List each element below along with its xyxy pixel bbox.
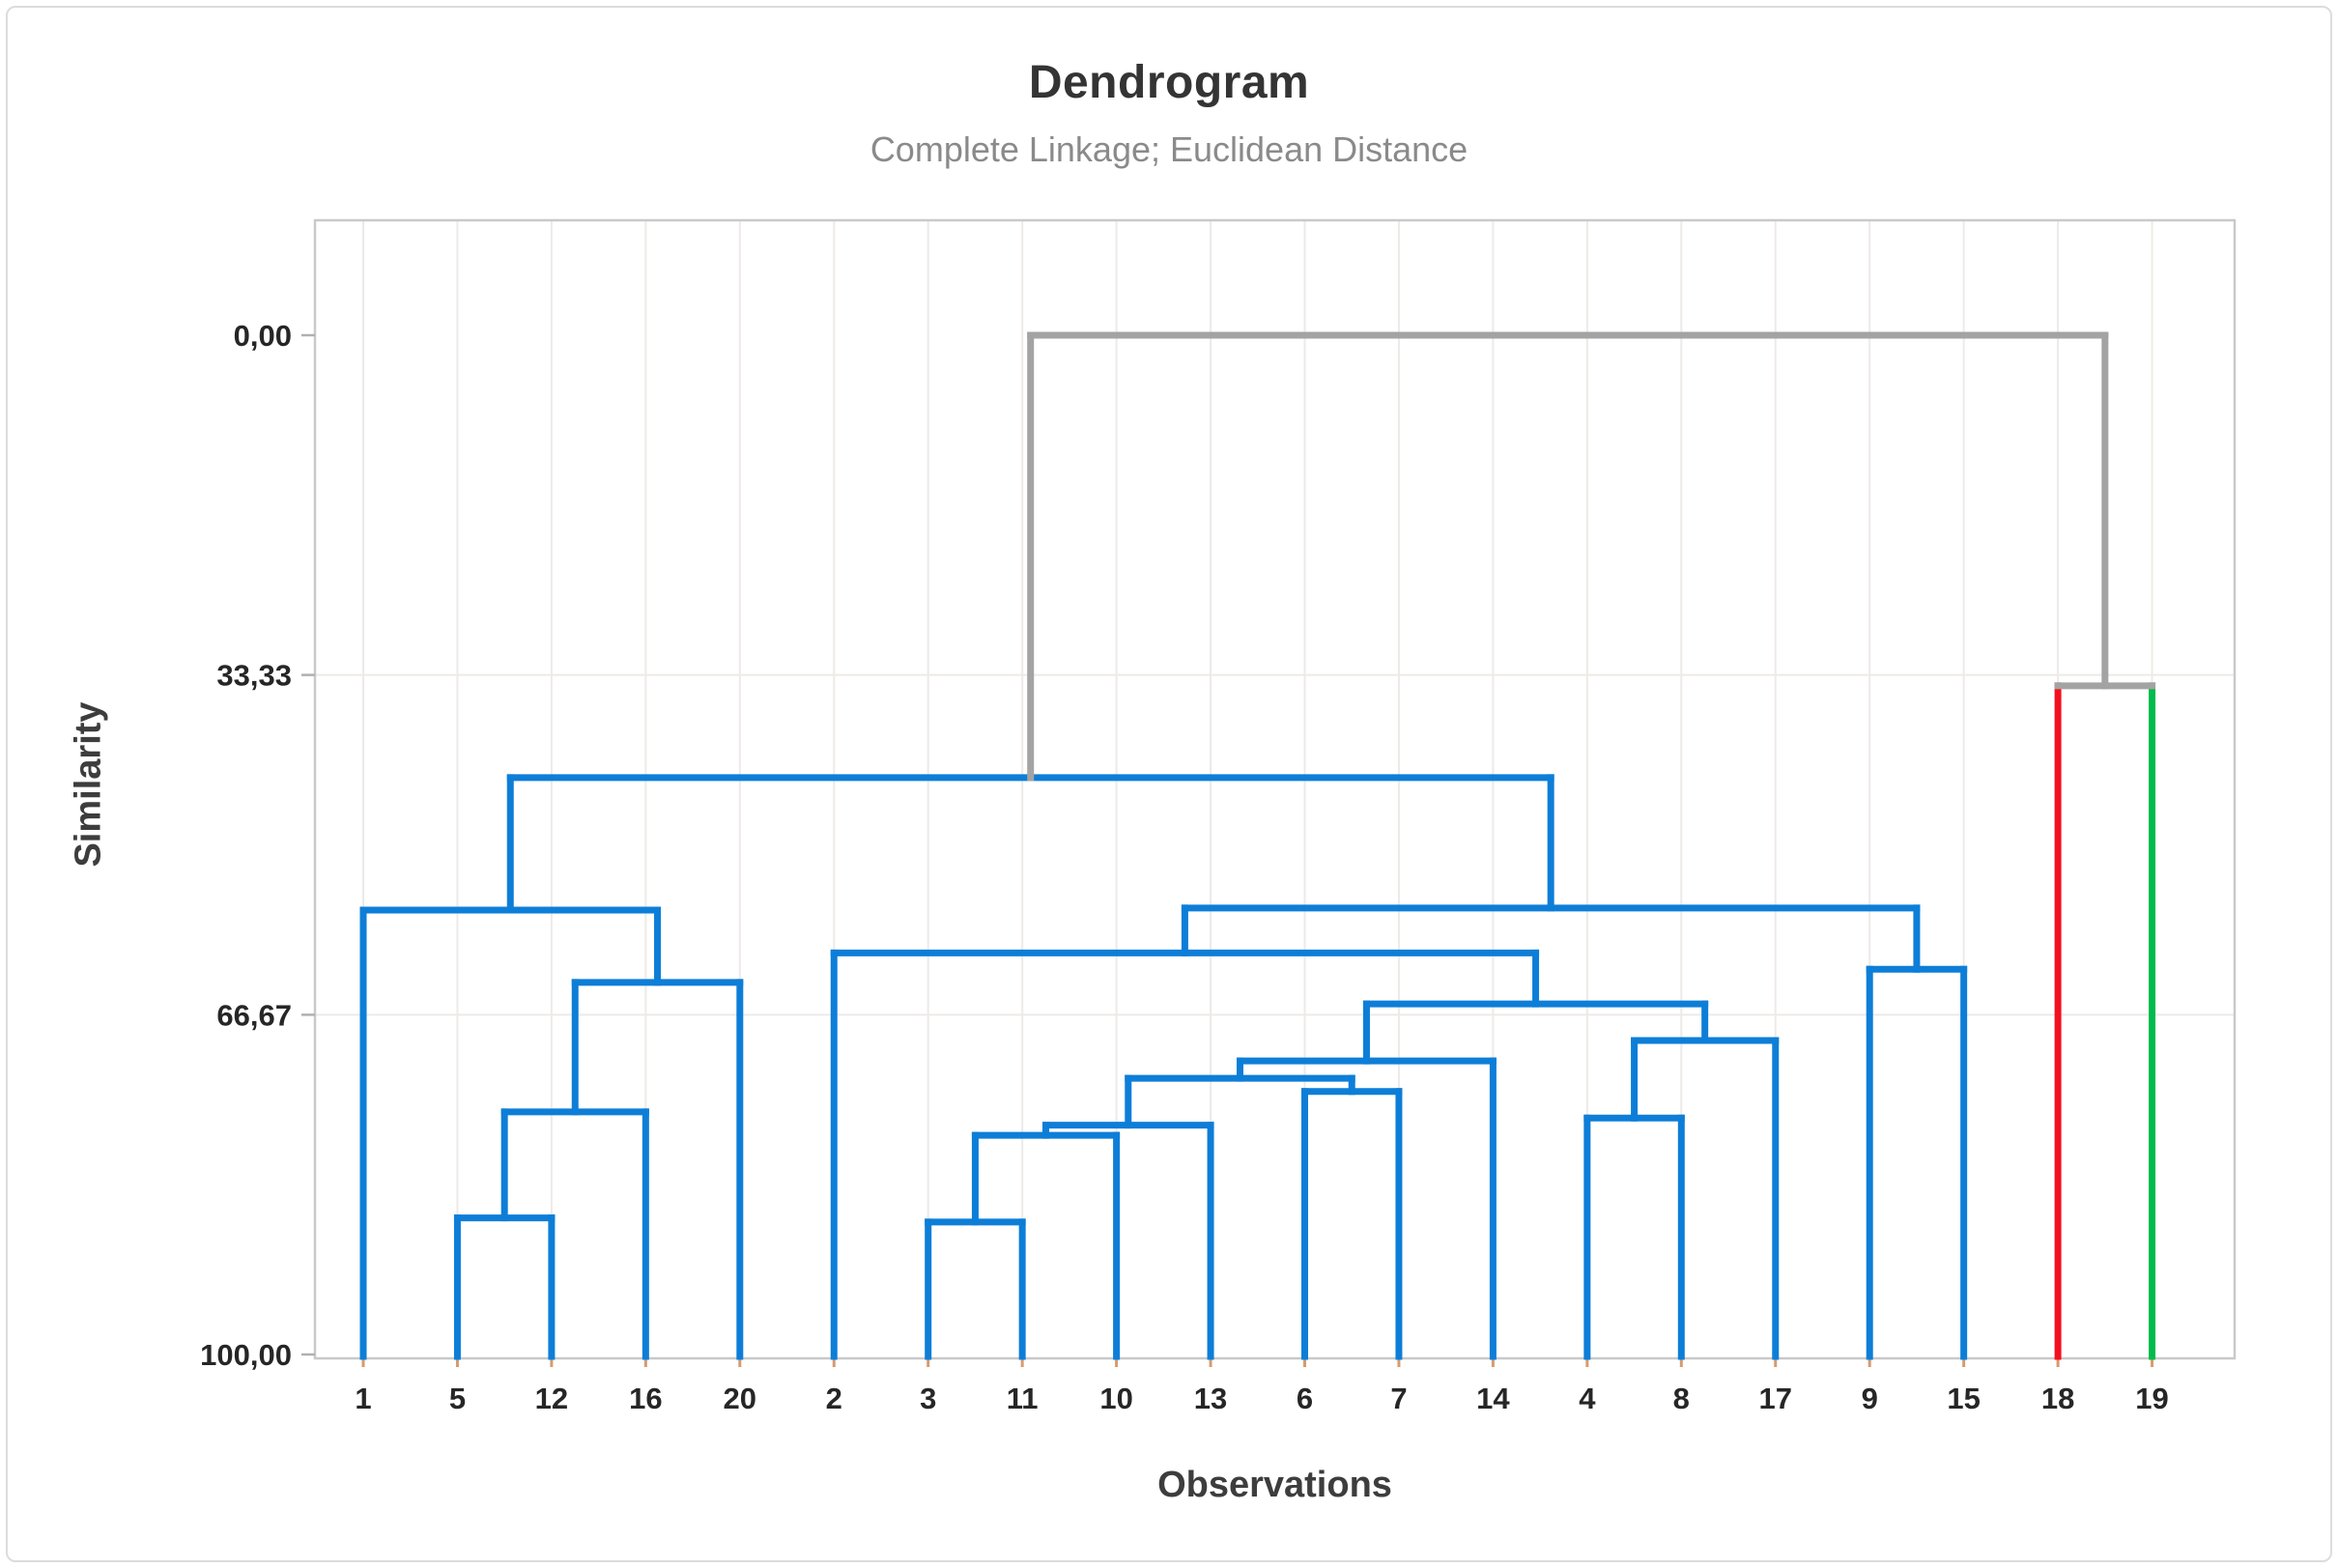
x-axis-tick-label: 1 — [355, 1382, 371, 1415]
x-axis-tick-label: 4 — [1579, 1382, 1596, 1415]
y-axis-tick-label: 100,00 — [200, 1338, 292, 1372]
y-axis-tick-label: 0,00 — [234, 319, 292, 353]
x-axis-tick-label: 8 — [1673, 1382, 1690, 1415]
x-axis-tick-label: 9 — [1862, 1382, 1878, 1415]
y-axis-tick-label: 33,33 — [216, 659, 292, 693]
x-axis-tick-label: 7 — [1390, 1382, 1407, 1415]
plot-frame — [313, 218, 2237, 1360]
chart-subtitle: Complete Linkage; Euclidean Distance — [870, 129, 1468, 169]
chart-title: Dendrogram — [1028, 57, 1310, 108]
x-axis-tick-label: 19 — [2135, 1382, 2168, 1415]
x-axis-tick-label: 14 — [1476, 1382, 1510, 1415]
x-axis-tick-label: 6 — [1297, 1382, 1313, 1415]
x-axis-tick-label: 18 — [2041, 1382, 2074, 1415]
y-axis-tick-label: 66,67 — [216, 998, 292, 1032]
x-axis-tick-label: 5 — [449, 1382, 466, 1415]
x-axis-tick-label: 13 — [1194, 1382, 1227, 1415]
x-axis-tick-label: 11 — [1007, 1382, 1039, 1415]
x-axis-tick-label: 2 — [826, 1382, 842, 1415]
x-axis-tick-label: 16 — [629, 1382, 662, 1415]
x-axis-tick-label: 3 — [920, 1382, 936, 1415]
x-axis-title: Observations — [1157, 1465, 1392, 1505]
x-axis-tick-label: 10 — [1099, 1382, 1132, 1415]
x-axis-tick-label: 20 — [724, 1382, 756, 1415]
x-axis-tick-label: 15 — [1947, 1382, 1980, 1415]
x-axis-tick-label: 17 — [1759, 1382, 1792, 1415]
x-axis-tick-label: 12 — [535, 1382, 568, 1415]
